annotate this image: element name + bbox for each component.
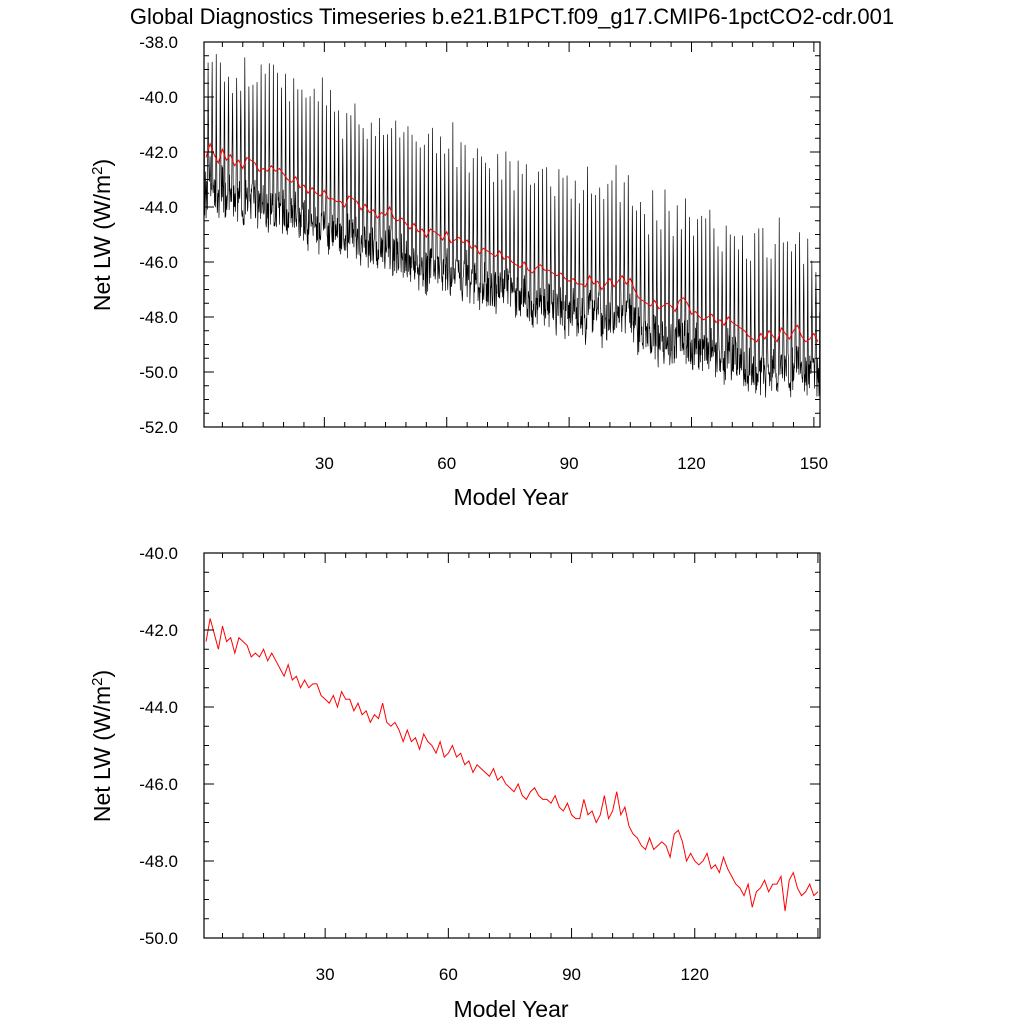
- bottom-y-tick-label: -40.0: [139, 544, 178, 563]
- bottom-y-tick-label: -48.0: [139, 852, 178, 871]
- bottom-x-tick-label: 60: [439, 965, 458, 984]
- top-y-tick-label: -42.0: [139, 143, 178, 162]
- chart-title: Global Diagnostics Timeseries b.e21.B1PC…: [130, 4, 894, 29]
- top-x-axis-label: Model Year: [453, 484, 568, 510]
- bottom-y-tick-label: -42.0: [139, 621, 178, 640]
- top-y-tick-label: -44.0: [139, 198, 178, 217]
- top-y-tick-label: -40.0: [139, 88, 178, 107]
- bottom-y-tick-label: -44.0: [139, 698, 178, 717]
- bottom-x-axis-label: Model Year: [453, 996, 568, 1022]
- top-monthly-series-line: [204, 54, 820, 398]
- top-y-tick-label: -46.0: [139, 253, 178, 272]
- top-annual-series-line: [205, 142, 819, 343]
- top-y-tick-label: -38.0: [139, 33, 178, 52]
- top-y-axis-label: Net LW (W/m2): [89, 159, 115, 311]
- bottom-y-axis-label: Net LW (W/m2): [89, 670, 115, 822]
- bottom-x-tick-label: 30: [316, 965, 335, 984]
- bottom-panel: Net LW (W/m2) Model Year -40.0 -42.0 -44.0…: [89, 544, 821, 1022]
- top-panel: Net LW (W/m2) Model Year -38.0 -40.0 -42.0…: [89, 33, 828, 510]
- top-y-tick-label: -50.0: [139, 363, 178, 382]
- bottom-plot-area: [205, 618, 819, 912]
- top-x-tick-label: 150: [800, 454, 828, 473]
- top-x-tick-label: 30: [315, 454, 334, 473]
- bottom-x-tick-label: 90: [562, 965, 581, 984]
- top-x-tick-label: 90: [560, 454, 579, 473]
- bottom-y-tick-label: -50.0: [139, 929, 178, 948]
- bottom-x-tick-label: 120: [681, 965, 709, 984]
- top-x-tick-label: 60: [437, 454, 456, 473]
- top-x-tick-label: 120: [677, 454, 705, 473]
- top-y-tick-label: -48.0: [139, 308, 178, 327]
- top-plot-area: [204, 54, 820, 398]
- top-y-tick-label: -52.0: [139, 418, 178, 437]
- bottom-annual-series-line: [205, 618, 819, 912]
- bottom-y-tick-label: -46.0: [139, 775, 178, 794]
